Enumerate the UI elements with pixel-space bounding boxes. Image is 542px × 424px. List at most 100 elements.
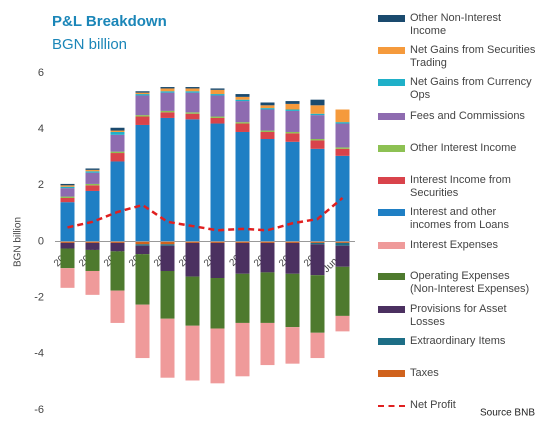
y-tick-label: -2 <box>34 292 44 304</box>
bar-segment <box>110 241 125 243</box>
bar-segment <box>185 276 200 326</box>
bar-segment <box>135 124 150 242</box>
bar-segment <box>335 122 350 124</box>
bar-segment <box>335 245 350 267</box>
bar-segment <box>110 127 125 131</box>
bar-segment <box>310 115 325 139</box>
bar-segment <box>310 105 325 114</box>
bar-segment <box>185 113 200 120</box>
bar-segment <box>210 94 225 96</box>
bar-segment <box>210 278 225 329</box>
bar-segment <box>185 119 200 242</box>
bar-segment <box>110 153 125 162</box>
bar-segment <box>335 315 350 332</box>
bar-segment <box>185 242 200 277</box>
bar-segment <box>85 249 100 271</box>
bar-segment <box>210 242 225 279</box>
bar-segment <box>210 328 225 384</box>
legend-swatch <box>378 273 405 280</box>
bar-segment <box>185 112 200 114</box>
legend-swatch <box>378 242 405 249</box>
bar-segment <box>310 332 325 359</box>
bar-segment <box>185 241 200 243</box>
legend-swatch <box>378 47 405 54</box>
bar-segment <box>160 112 175 118</box>
bar-segment <box>85 168 100 170</box>
bar-segment <box>260 108 275 110</box>
bar-segment <box>85 172 100 184</box>
bar-segment <box>110 131 125 135</box>
bar-segment <box>185 92 200 113</box>
net-profit-line <box>67 197 344 232</box>
bar-segment <box>285 110 300 132</box>
bar-segment <box>60 248 75 269</box>
bar-segment <box>310 242 325 245</box>
bar-segment <box>285 131 300 134</box>
bar-segment <box>235 101 250 123</box>
y-tick-label: 0 <box>38 235 44 247</box>
bar-segment <box>135 241 150 245</box>
legend-label: Interest and other incomes from Loans <box>410 206 510 231</box>
bar-segment <box>85 270 100 295</box>
bar-segment <box>135 91 150 93</box>
bar-segment <box>135 94 150 96</box>
legend-label: Interest Income from Securities <box>410 174 511 199</box>
bar-segment <box>235 99 250 102</box>
bar-segment <box>160 117 175 242</box>
bar-segment <box>60 183 75 186</box>
legend-swatch <box>378 209 405 216</box>
bar-segment <box>335 148 350 156</box>
bar-segment <box>160 92 175 111</box>
bar-segment <box>85 171 100 173</box>
bar-segment <box>185 88 200 92</box>
bar-segment <box>160 270 175 319</box>
legend-label: Net Gains from Securities Trading <box>410 44 536 69</box>
bar-segment <box>310 148 325 242</box>
bar-segment <box>135 115 150 117</box>
bar-segment <box>310 244 325 276</box>
bar-segment <box>60 188 75 197</box>
bar-segment <box>210 95 225 117</box>
bar-segment <box>135 244 150 246</box>
bar-segment <box>60 268 75 288</box>
bar-segment <box>310 99 325 106</box>
bar-segment <box>260 105 275 109</box>
bar-segment <box>260 242 275 273</box>
bar-segment <box>235 123 250 132</box>
bar-segment <box>160 91 175 93</box>
bar-segment <box>160 318 175 378</box>
legend-label: Extraordinary Items <box>410 335 506 347</box>
bar-segment <box>60 196 75 198</box>
bar-segment <box>260 241 275 243</box>
y-tick-label: 4 <box>38 123 44 135</box>
bar-segment <box>310 113 325 116</box>
bar-segment <box>285 241 300 243</box>
bar-segment <box>160 241 175 245</box>
bar-segment <box>110 290 125 323</box>
bar-segment <box>135 116 150 125</box>
bar-segment <box>85 242 100 250</box>
bar-segment <box>135 245 150 255</box>
legend-label: Fees and Commissions <box>410 110 525 122</box>
legend-swatch <box>378 15 405 22</box>
y-tick-label: 2 <box>38 179 44 191</box>
bar-segment <box>135 254 150 305</box>
bar-segment <box>235 322 250 377</box>
bar-segment <box>285 103 300 110</box>
legend-swatch <box>378 405 405 407</box>
bar-segment <box>210 241 225 243</box>
bar-segment <box>310 138 325 141</box>
bar-segment <box>110 151 125 154</box>
bar-segment <box>235 242 250 274</box>
bar-segment <box>260 138 275 242</box>
legend-swatch <box>378 338 405 345</box>
legend-label: Net Profit <box>410 399 456 411</box>
bar-segment <box>60 242 75 249</box>
bar-segment <box>285 242 300 274</box>
bar-segment <box>310 275 325 333</box>
bar-segment <box>260 109 275 131</box>
bar-segment <box>60 197 75 203</box>
bar-segment <box>235 122 250 124</box>
bar-segment <box>210 116 225 118</box>
